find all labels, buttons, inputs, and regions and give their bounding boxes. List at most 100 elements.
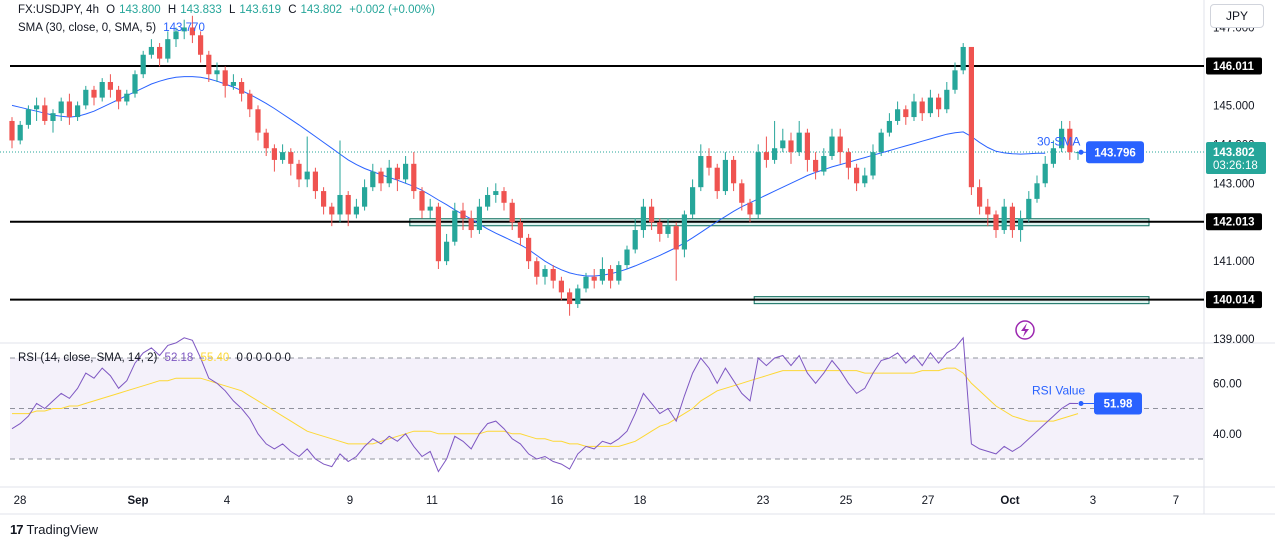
candle-body[interactable]	[845, 152, 851, 168]
candle-body[interactable]	[214, 70, 220, 75]
candle-body[interactable]	[722, 159, 728, 192]
candle-body[interactable]	[1075, 152, 1081, 154]
candle-body[interactable]	[1059, 128, 1065, 149]
candle-body[interactable]	[198, 35, 204, 55]
candle-body[interactable]	[517, 222, 523, 238]
candle-body[interactable]	[419, 191, 425, 211]
candle-body[interactable]	[394, 167, 400, 180]
candle-body[interactable]	[796, 132, 802, 153]
candle-body[interactable]	[599, 268, 605, 281]
candle-body[interactable]	[378, 171, 384, 184]
candle-body[interactable]	[558, 280, 564, 293]
candle-body[interactable]	[977, 187, 983, 207]
candle-body[interactable]	[903, 109, 909, 118]
candle-body[interactable]	[17, 124, 23, 141]
candle-body[interactable]	[583, 276, 589, 289]
candle-body[interactable]	[870, 152, 876, 176]
candle-body[interactable]	[1042, 163, 1048, 184]
candle-body[interactable]	[632, 230, 638, 250]
lightning-icon[interactable]	[1015, 320, 1035, 340]
candle-body[interactable]	[665, 226, 671, 234]
candle-body[interactable]	[476, 206, 482, 231]
candle-body[interactable]	[362, 187, 368, 207]
candle-body[interactable]	[247, 93, 253, 110]
candle-body[interactable]	[608, 268, 614, 281]
candle-body[interactable]	[435, 206, 441, 262]
candle-body[interactable]	[1067, 128, 1073, 153]
candle-body[interactable]	[763, 152, 769, 160]
candle-body[interactable]	[181, 27, 187, 32]
candle-body[interactable]	[788, 140, 794, 153]
candle-body[interactable]	[739, 183, 745, 203]
candle-body[interactable]	[107, 82, 113, 90]
candle-body[interactable]	[731, 159, 737, 184]
candle-body[interactable]	[968, 46, 974, 188]
candle-body[interactable]	[509, 202, 515, 223]
candle-body[interactable]	[813, 159, 819, 172]
candle-body[interactable]	[271, 148, 277, 160]
candle-body[interactable]	[649, 206, 655, 223]
candle-body[interactable]	[66, 101, 72, 118]
candle-body[interactable]	[936, 97, 942, 110]
candle-body[interactable]	[353, 206, 359, 215]
candle-body[interactable]	[189, 27, 195, 36]
candle-body[interactable]	[690, 187, 696, 215]
candle-body[interactable]	[148, 46, 154, 55]
rsi-line[interactable]	[11, 336, 1079, 473]
candle-body[interactable]	[550, 268, 556, 281]
candle-body[interactable]	[714, 167, 720, 192]
candle-body[interactable]	[542, 268, 548, 277]
candle-body[interactable]	[386, 167, 392, 184]
candle-body[interactable]	[640, 206, 646, 231]
candle-body[interactable]	[591, 276, 597, 281]
candle-body[interactable]	[345, 194, 351, 215]
symbol-label[interactable]: FX:USDJPY, 4h	[18, 4, 99, 16]
candle-body[interactable]	[772, 148, 778, 160]
candle-body[interactable]	[681, 214, 687, 250]
candle-body[interactable]	[804, 132, 810, 160]
candle-body[interactable]	[9, 120, 15, 141]
candle-body[interactable]	[886, 120, 892, 133]
candle-body[interactable]	[944, 89, 950, 110]
candle-body[interactable]	[165, 39, 171, 59]
candle-body[interactable]	[304, 171, 310, 180]
candle-body[interactable]	[747, 202, 753, 215]
candle-body[interactable]	[616, 265, 622, 281]
candle-body[interactable]	[42, 105, 48, 121]
candle-body[interactable]	[296, 163, 302, 180]
candle-body[interactable]	[534, 261, 540, 277]
candle-body[interactable]	[526, 237, 532, 262]
candle-body[interactable]	[403, 163, 409, 180]
candle-body[interactable]	[230, 82, 236, 86]
candle-body[interactable]	[780, 140, 786, 149]
candle-body[interactable]	[829, 136, 835, 157]
candle-body[interactable]	[821, 156, 827, 172]
candle-body[interactable]	[25, 109, 31, 125]
candle-body[interactable]	[239, 82, 245, 94]
candle-body[interactable]	[288, 152, 294, 164]
sma-legend-label[interactable]: SMA (30, close, 0, SMA, 5)	[18, 22, 157, 34]
candle-body[interactable]	[993, 214, 999, 231]
candle-body[interactable]	[1034, 183, 1040, 199]
tradingview-logo[interactable]: 17 TradingView	[10, 522, 98, 537]
candle-body[interactable]	[854, 167, 860, 184]
candle-body[interactable]	[985, 206, 991, 215]
candle-body[interactable]	[837, 136, 843, 153]
candle-body[interactable]	[493, 191, 499, 195]
candle-body[interactable]	[370, 171, 376, 188]
candle-body[interactable]	[1001, 206, 1007, 231]
candle-body[interactable]	[673, 226, 679, 250]
candle-body[interactable]	[140, 54, 146, 75]
candle-body[interactable]	[280, 152, 286, 160]
candle-body[interactable]	[444, 241, 450, 262]
candle-body[interactable]	[124, 93, 130, 102]
candle-body[interactable]	[1050, 148, 1056, 164]
candle-body[interactable]	[878, 132, 884, 153]
candle-body[interactable]	[706, 156, 712, 168]
candle-body[interactable]	[329, 206, 335, 215]
candle-body[interactable]	[895, 109, 901, 121]
candle-body[interactable]	[862, 175, 868, 184]
candle-body[interactable]	[132, 74, 138, 94]
candle-body[interactable]	[83, 89, 89, 106]
